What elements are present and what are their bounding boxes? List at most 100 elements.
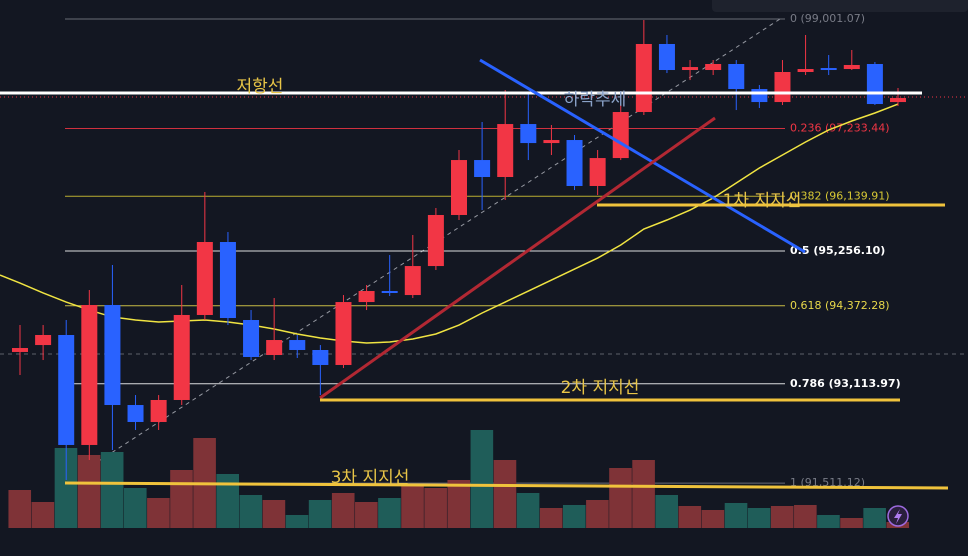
candle-body: [243, 320, 260, 357]
candle-body: [451, 160, 467, 215]
volume-bar: [724, 503, 748, 528]
candle-body: [820, 68, 837, 71]
volume-bar: [31, 502, 55, 528]
lightning-icon[interactable]: [887, 505, 909, 527]
ma-line: [0, 103, 899, 344]
candle-body: [104, 305, 121, 406]
candle-body: [35, 335, 52, 346]
drawings: [0, 58, 949, 490]
volume-bar: [100, 452, 124, 528]
fib-label: 0.236 (97,233.44): [790, 122, 890, 135]
candle-body: [219, 242, 236, 319]
volume-bar: [863, 508, 886, 528]
candle-body: [127, 405, 144, 422]
volume-bar: [77, 455, 101, 528]
volume-bar: [840, 518, 863, 528]
volume-bar: [401, 485, 424, 528]
annotation: 저항선: [237, 77, 284, 97]
support-line-3: [64, 481, 949, 490]
volume-bar: [794, 505, 817, 528]
fib-label: 0.786 (93,113.97): [790, 377, 901, 390]
candle-body: [81, 305, 98, 445]
candle-body: [173, 314, 190, 400]
volume-bar: [378, 498, 401, 528]
candles: [12, 20, 906, 481]
volume-bar: [147, 498, 170, 528]
candle-body: [890, 98, 906, 103]
candle-body: [843, 64, 860, 70]
candle-body: [404, 266, 421, 296]
fib-label: 0.618 (94,372.28): [790, 299, 890, 312]
candle-body: [196, 242, 213, 315]
fib-label: 0.5 (95,256.10): [790, 244, 885, 257]
candle-body: [751, 89, 768, 103]
candle-body: [774, 71, 791, 103]
candle-body: [566, 140, 583, 186]
uptrend-line: [319, 116, 716, 400]
volume-bar: [262, 500, 286, 528]
candle-body: [520, 124, 537, 144]
volume-bar: [655, 495, 678, 528]
candle-body: [58, 335, 75, 445]
annotation: 3차 지지선: [331, 468, 410, 488]
fib-label: 0.382 (96,139.91): [790, 189, 890, 202]
candle-body: [705, 64, 722, 71]
volume-bar: [54, 448, 78, 528]
downtrend-line: [479, 58, 806, 254]
volume-bar: [424, 488, 447, 528]
volume-bar: [678, 506, 702, 528]
candle-body: [474, 160, 491, 178]
annotation: 하락추세: [564, 90, 627, 110]
volume-bar: [355, 502, 378, 528]
candle-body: [427, 214, 444, 267]
candle-body: [635, 43, 652, 113]
candle-body: [381, 291, 398, 293]
volume-bar: [817, 515, 840, 528]
candle-body: [12, 348, 28, 352]
volume-bar: [8, 490, 32, 528]
volume-bar: [470, 430, 494, 528]
volume-bar: [170, 470, 193, 528]
candle-body: [497, 124, 514, 178]
annotation: 2차 지지선: [561, 378, 640, 398]
volume-bar: [539, 508, 563, 528]
candle-body: [543, 140, 560, 144]
volume-bar: [747, 508, 771, 528]
candle-body: [358, 291, 375, 303]
volume-bar: [308, 500, 332, 528]
candle-body: [589, 158, 606, 186]
candle-body: [658, 43, 675, 71]
volume-bar: [701, 510, 725, 528]
volume-bar: [632, 460, 655, 528]
volume-bar: [331, 493, 355, 528]
volume-bar: [609, 468, 632, 528]
volume-bar: [216, 474, 239, 528]
toolbar[interactable]: [712, 0, 968, 12]
candle-body: [728, 64, 745, 90]
annotation: 1차 지지선: [723, 191, 802, 211]
volume-bar: [239, 495, 263, 528]
fib-label: 0 (99,001.07): [790, 12, 865, 25]
volume-bar: [562, 505, 586, 528]
candle-body: [612, 112, 629, 159]
volume-bar: [123, 488, 147, 528]
candle-body: [797, 69, 814, 72]
volume-pane: [8, 430, 910, 528]
volume-bar: [770, 506, 794, 528]
volume-bar: [586, 500, 609, 528]
volume-bar: [285, 515, 309, 528]
candle-body: [682, 67, 699, 71]
volume-bar: [447, 480, 471, 528]
icon-bolt[interactable]: [894, 509, 902, 524]
candle-body: [866, 64, 883, 105]
candle-body: [335, 302, 352, 365]
candle-body: [289, 340, 306, 350]
candle-body: [150, 399, 167, 422]
candle-body: [266, 340, 283, 356]
volume-bar: [516, 493, 540, 528]
candle-body: [312, 349, 329, 365]
volume-bar: [493, 460, 517, 528]
moving-average: [0, 103, 899, 344]
